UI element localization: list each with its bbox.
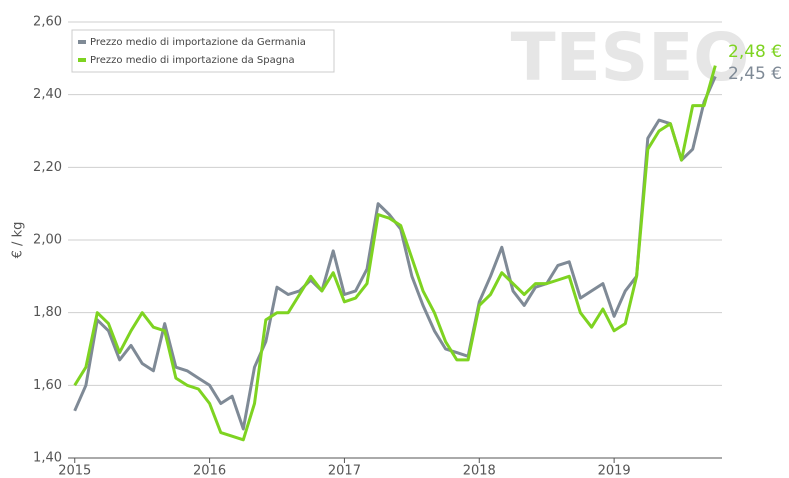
legend-swatch — [78, 58, 86, 62]
x-tick-label: 2019 — [598, 464, 631, 478]
y-tick-label: 2,60 — [33, 15, 62, 30]
watermark: TESEO — [511, 19, 750, 96]
legend: Prezzo medio di importazione da Germania… — [71, 29, 335, 73]
series-line — [73, 75, 717, 431]
x-tick-label: 2017 — [328, 464, 361, 478]
y-tick-label: 2,40 — [33, 87, 62, 102]
x-tick-label: 2016 — [193, 464, 226, 478]
y-tick-label: 1,60 — [33, 378, 62, 393]
y-tick-label: 1,80 — [33, 305, 62, 320]
y-tick-label: 2,00 — [33, 233, 62, 248]
y-tick-label: 1,40 — [33, 451, 62, 466]
legend-label: Prezzo medio di importazione da Germania — [90, 37, 306, 48]
end-label: 2,48 € — [728, 42, 782, 62]
legend-label: Prezzo medio di importazione da Spagna — [90, 55, 295, 66]
legend-swatch — [78, 40, 86, 44]
x-tick-label: 2015 — [58, 464, 91, 478]
y-axis-label: € / kg — [11, 222, 26, 259]
series-line — [73, 65, 717, 442]
end-label: 2,45 € — [728, 64, 782, 84]
y-tick-label: 2,20 — [33, 160, 62, 175]
legend-box — [71, 29, 335, 73]
x-tick-label: 2018 — [463, 464, 496, 478]
